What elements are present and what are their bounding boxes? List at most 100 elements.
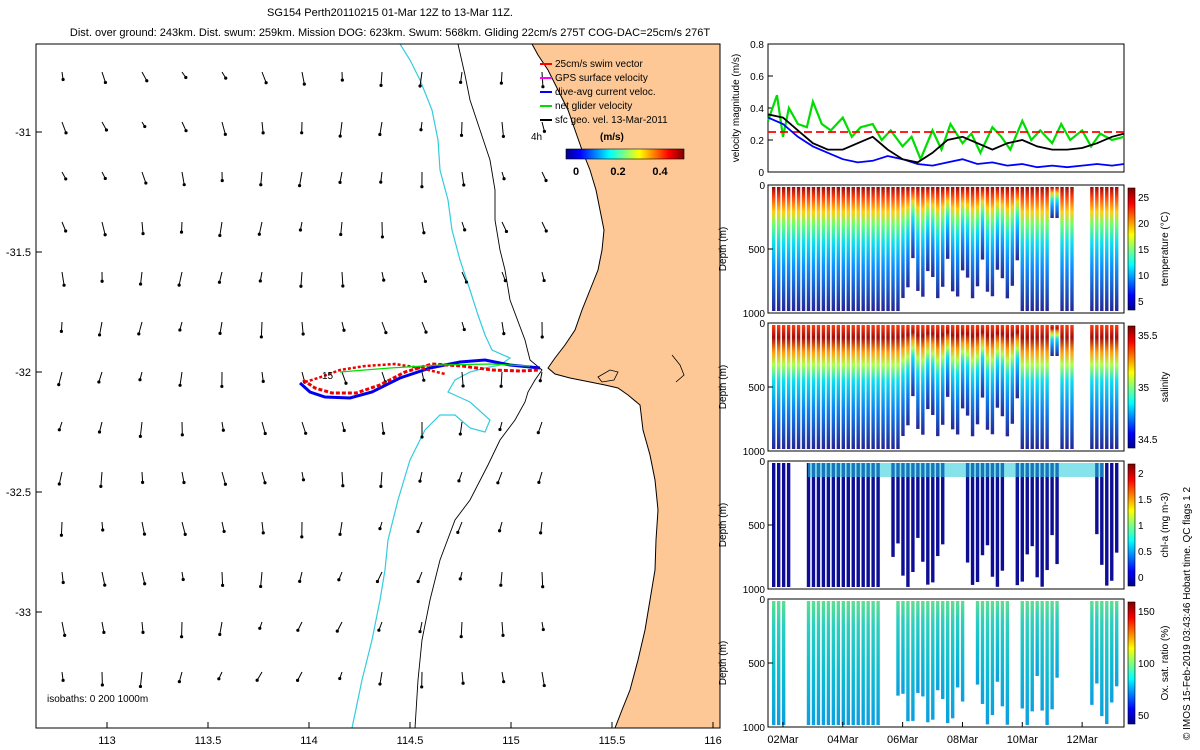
speed-colorbar-tick: 0.2 [610,166,625,178]
velocity-arrow-head [420,685,424,689]
profile-column [851,325,855,449]
velocity-arrow-head [338,676,342,681]
chl-max-layer [808,463,1104,477]
velocity-arrow [501,621,504,636]
section-colorbar-tick: 1 [1138,521,1144,532]
profile-column [826,187,831,311]
velocity-arrow [141,221,144,234]
velocity-arrow [60,521,63,536]
map-xtick-label: 115.5 [599,735,626,747]
profile-column [836,463,841,587]
profile-column [816,463,821,587]
velocity-arrow [541,571,544,587]
profile-column [786,463,791,587]
profile-column [856,601,860,725]
velocity-arrow-head [221,583,225,587]
profile-column [1035,187,1039,311]
velocity-arrow-head [299,284,303,288]
section-ytick-label: 0 [759,181,765,192]
velocity-arrow [380,471,383,487]
velocity-arrow-head [338,180,342,185]
velocity-arrow [299,171,303,186]
velocity-arrow-head [463,228,467,232]
profile-column [811,187,816,311]
section-panel-sal: 0 500 1000 Depth (m) 34.5 35 35.5 salinity [718,319,1171,458]
profile-column [1060,325,1064,449]
section-colorbar-label: chl-a (mg m-3) [1160,492,1171,557]
velocity-series-line [767,116,1125,169]
velocity-arrow-head [218,632,222,637]
velocity-arrow-head [100,279,104,283]
profile-column [1005,601,1010,725]
velocity-arrow [299,571,303,582]
velocity-arrow-head [217,280,222,284]
velocity-y-ticks: 0 0.2 0.4 0.6 0.8 [750,40,773,179]
velocity-arrow-head [342,328,346,332]
velocity-arrow-head [221,428,225,432]
profile-column [826,601,831,725]
time-tick-label: 04Mar [827,734,859,746]
section-colorbar-tick: 34.5 [1138,435,1158,446]
profile-column [980,601,985,704]
profile-column [926,325,930,410]
velocity-arrow-head [259,335,263,339]
profile-column [846,463,850,587]
map-ytick-label: -31.5 [6,247,31,259]
profile-column [1040,325,1044,449]
profile-column [1030,187,1034,311]
profile-column [1020,463,1024,582]
velocity-arrow-head [298,228,303,232]
profile-column [1110,463,1114,581]
profile-column [965,463,970,563]
velocity-arrow [541,221,547,232]
velocity-arrow-head [502,332,506,336]
profile-column [1115,463,1119,553]
velocity-arrow [419,71,423,87]
velocity-arrow-head [181,577,185,582]
map-ytick-label: -31 [15,127,31,139]
velocity-arrow [261,521,264,533]
profile-column [916,325,920,429]
velocity-arrow [457,521,463,533]
profile-column [1105,325,1109,449]
profile-column [881,187,885,311]
profile-column [876,463,880,587]
velocity-panel: 0 0.2 0.4 0.6 0.8 velocity magnitude (m/s) [731,40,1125,179]
velocity-ylabel: velocity magnitude (m/s) [731,54,742,162]
velocity-arrow-head [542,129,547,133]
track-red [302,362,541,395]
velocity-arrow [260,171,263,185]
velocity-arrow-head [335,629,339,633]
speed-colorbar-tick: 0.4 [652,166,668,178]
profile-column [1055,463,1059,565]
profile-column [1055,325,1059,356]
profile-column [806,325,811,449]
velocity-arrow-head [341,484,345,488]
velocity-arrow [101,221,106,235]
velocity-arrow-head [338,134,342,138]
profile-column [1050,463,1054,536]
velocity-arrow-head [542,683,546,688]
header-line1: SG154 Perth20110215 01-Mar 12Z to 13-Mar… [267,7,513,19]
profile-column [901,187,905,299]
velocity-arrow-head [264,81,268,85]
profile-column [1095,187,1099,311]
velocity-ytick-label: 0 [758,168,764,179]
velocity-arrow-head [296,628,300,632]
profile-column [1025,463,1029,555]
section-ytick-label: 1000 [743,723,766,734]
velocity-arrow-head [459,80,463,84]
velocity-arrow [541,121,545,132]
section-ytick-label: 500 [748,383,765,394]
profile-column [1020,601,1024,709]
map-ytick-label: -32 [15,367,31,379]
velocity-arrow-head [340,78,344,82]
section-ytick-label: 0 [759,319,765,330]
section-ytick-label: 500 [748,521,765,532]
velocity-arrow [218,271,223,283]
map-ytick-label: -33 [15,607,31,619]
velocity-arrow [101,621,105,633]
velocity-arrow-head [502,177,506,181]
profile-column [1050,601,1054,710]
profile-column [886,325,890,449]
